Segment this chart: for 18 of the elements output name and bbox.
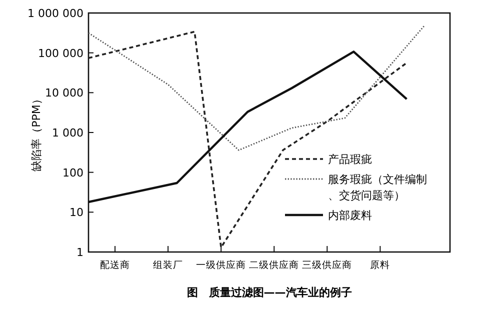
legend-label: 内部废料 <box>328 209 372 222</box>
y-axis-title: 缺陷率（PPM） <box>30 94 43 172</box>
y-tick-label: 10 <box>70 206 84 220</box>
x-tick-label: 配送商 <box>100 259 130 271</box>
y-tick-label: 100 <box>62 166 84 180</box>
text: 图 质量过滤图——汽车业的例子 <box>186 286 352 299</box>
y-tick-label: 10 000 <box>45 86 84 100</box>
x-tick-label: 三级供应商 <box>302 259 352 271</box>
y-tick-label: 100 000 <box>38 46 84 60</box>
legend-label: 产品瑕疵 <box>328 153 372 166</box>
x-tick-label: 二级供应商 <box>249 259 300 271</box>
y-tick-label: 1 <box>76 246 84 259</box>
x-tick-label: 原料 <box>370 259 390 271</box>
y-tick-label: 1 000 <box>52 126 84 140</box>
legend-label: 服务瑕疵（文件编制、交货问题等） <box>328 173 427 202</box>
x-tick-label: 组装厂 <box>153 259 184 271</box>
y-tick-label: 1 000 000 <box>28 7 84 20</box>
x-tick-label: 一级供应商 <box>196 259 246 271</box>
